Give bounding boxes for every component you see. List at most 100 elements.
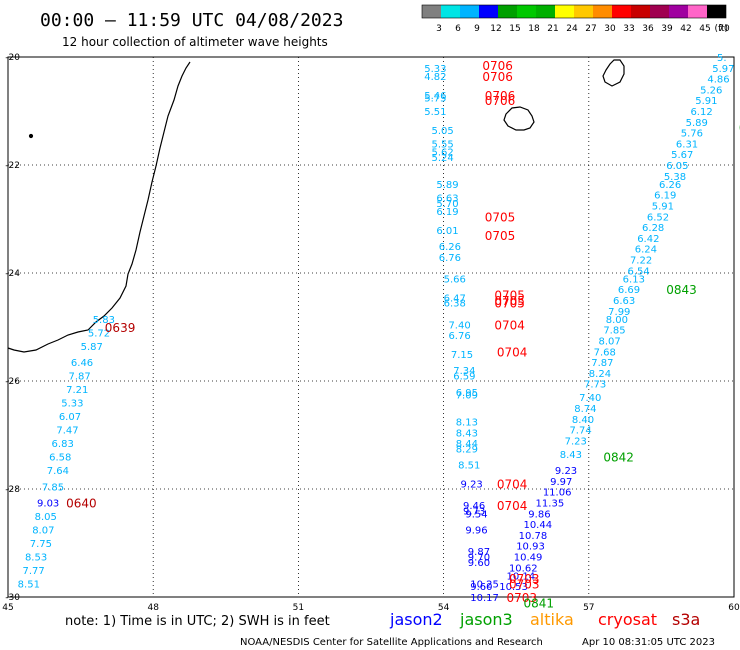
colorbar-swatch xyxy=(688,5,707,18)
pass-time-label: 0705 xyxy=(494,297,525,311)
swh-value-label: 6.19 xyxy=(436,207,458,218)
pass-time-label: 0706 xyxy=(482,70,513,84)
x-tick-label: 57 xyxy=(583,603,594,613)
colorbar-label: 12 xyxy=(490,24,501,34)
colorbar-swatch xyxy=(479,5,498,18)
swh-value-label: 6.63 xyxy=(436,193,458,204)
satellite-legend-entry: altika xyxy=(530,610,574,629)
swh-value-label: 8.13 xyxy=(456,418,478,429)
colorbar-label: 9 xyxy=(474,24,480,34)
swh-value-label: 5.24 xyxy=(432,153,454,164)
swh-value-label: 10.44 xyxy=(523,520,552,531)
x-tick-label: 54 xyxy=(438,603,450,613)
swh-value-label: 5.46 xyxy=(424,91,446,102)
swh-value-label: 5.87 xyxy=(81,342,103,353)
colorbar-outline xyxy=(421,4,727,19)
swh-value-label: 7.68 xyxy=(594,347,616,358)
swh-value-label: 7.75 xyxy=(30,539,52,550)
x-tick-label: 51 xyxy=(293,603,304,613)
swh-value-label: 6.05 xyxy=(666,161,688,172)
x-tick-label: 45 xyxy=(2,603,13,613)
swh-value-label: 8.43 xyxy=(456,428,478,439)
swh-value-label: 7.09 xyxy=(456,391,478,402)
colorbar-swatch xyxy=(536,5,555,18)
x-tick-label: 48 xyxy=(147,603,159,613)
swh-value-label: 7.99 xyxy=(608,307,630,318)
swh-value-label: 8.00 xyxy=(606,315,628,326)
swh-value-label: 9.97 xyxy=(550,477,572,488)
swh-data-points: 8.51 7.77 8.53 7.75 8.07 8.05 9.03 7.85 7.64 6.58… xyxy=(18,53,735,604)
pass-time-label: 0843 xyxy=(666,283,697,297)
swh-value-label: 6.13 xyxy=(623,274,645,285)
swh-value-label: 10.25 xyxy=(470,580,499,591)
y-tick-label: -22 xyxy=(5,161,20,171)
swh-value-label: 6.83 xyxy=(52,439,74,450)
swh-value-label: 5.26 xyxy=(700,85,722,96)
swh-value-label: 6.47 xyxy=(444,293,466,304)
swh-value-label: 9.23 xyxy=(555,466,577,477)
pass-time-label: 0705 xyxy=(494,289,525,303)
pass-time-label: 0705 xyxy=(485,210,516,224)
swh-value-label: 10.49 xyxy=(514,553,543,564)
swh-value-label: 5.05 xyxy=(432,126,454,137)
swh-value-label: 7.40 xyxy=(448,320,470,331)
swh-value-label: 9.70 xyxy=(468,553,490,564)
swh-value-label: 10.62 xyxy=(509,563,538,574)
swh-value-label: 8.07 xyxy=(32,526,54,537)
y-tick-label: -26 xyxy=(5,377,20,387)
colorbar-label: 27 xyxy=(585,24,596,34)
colorbar-swatch xyxy=(593,5,612,18)
swh-value-label: 5.91 xyxy=(695,96,717,107)
pass-time-label: 0 xyxy=(739,121,740,135)
pass-time-label: 0705 xyxy=(485,229,516,243)
swh-value-label: 5.89 xyxy=(436,180,458,191)
pass-time-label: 0706 xyxy=(482,59,513,73)
swh-value-label: 5.62 xyxy=(432,148,454,159)
swh-value-label: 5.67 xyxy=(671,150,693,161)
swh-value-label: 8.40 xyxy=(572,415,594,426)
colorbar-unit: (ft) xyxy=(714,24,728,34)
swh-value-label: 5.83 xyxy=(93,315,115,326)
swh-value-label: 6.59 xyxy=(453,372,475,383)
swh-value-label: 6.76 xyxy=(448,331,470,342)
swh-value-label: 8.51 xyxy=(458,461,480,472)
colorbar-swatch xyxy=(612,5,631,18)
colorbar-swatch xyxy=(707,5,726,18)
swh-value-label: 7.15 xyxy=(451,350,473,361)
swh-value-label: 6.07 xyxy=(59,412,81,423)
swh-value-label: 11.06 xyxy=(543,488,572,499)
swh-value-label: 6.31 xyxy=(676,139,698,150)
pass-time-label: 0704 xyxy=(494,318,525,332)
swh-value-label: 7.85 xyxy=(42,482,64,493)
colorbar-swatch xyxy=(669,5,688,18)
colorbar-swatch xyxy=(650,5,669,18)
pass-time-label: 0703 xyxy=(509,572,540,586)
pass-time-label: 0704 xyxy=(497,478,528,492)
pass-time-labels: 0639064007060706070607060705070507050705… xyxy=(66,59,740,610)
swh-value-label: 6.12 xyxy=(690,107,712,118)
pass-time-label: 0703 xyxy=(509,578,540,592)
pass-time-label: 0639 xyxy=(105,321,136,335)
colorbar-swatch xyxy=(574,5,593,18)
swh-value-label: 6.38 xyxy=(444,299,466,310)
colorbar-swatch xyxy=(517,5,536,18)
swh-value-label: 8.07 xyxy=(598,337,620,348)
footer-credit: NOAA/NESDIS Center for Satellite Applica… xyxy=(240,637,543,648)
swh-value-label: 5.89 xyxy=(686,118,708,129)
swh-value-label: 10.53 xyxy=(499,582,528,593)
colorbar-label: 36 xyxy=(642,24,654,34)
pass-time-label: 0704 xyxy=(497,345,528,359)
swh-value-label: 10.17 xyxy=(470,593,499,604)
swh-value-label: 5.76 xyxy=(681,129,703,140)
swh-value-label: 6.46 xyxy=(71,358,93,369)
swh-value-label: 6.01 xyxy=(436,226,458,237)
colorbar-swatch xyxy=(441,5,460,18)
y-tick-label: -28 xyxy=(5,485,20,495)
swh-value-label: 6.26 xyxy=(659,180,681,191)
swh-value-label: 9.23 xyxy=(461,480,483,491)
chart-title: 00:00 – 11:59 UTC 04/08/2023 xyxy=(40,10,343,31)
swh-value-label: 6.63 xyxy=(613,296,635,307)
colorbar-label: 3 xyxy=(436,24,442,34)
swh-value-label: 7.87 xyxy=(69,372,91,383)
